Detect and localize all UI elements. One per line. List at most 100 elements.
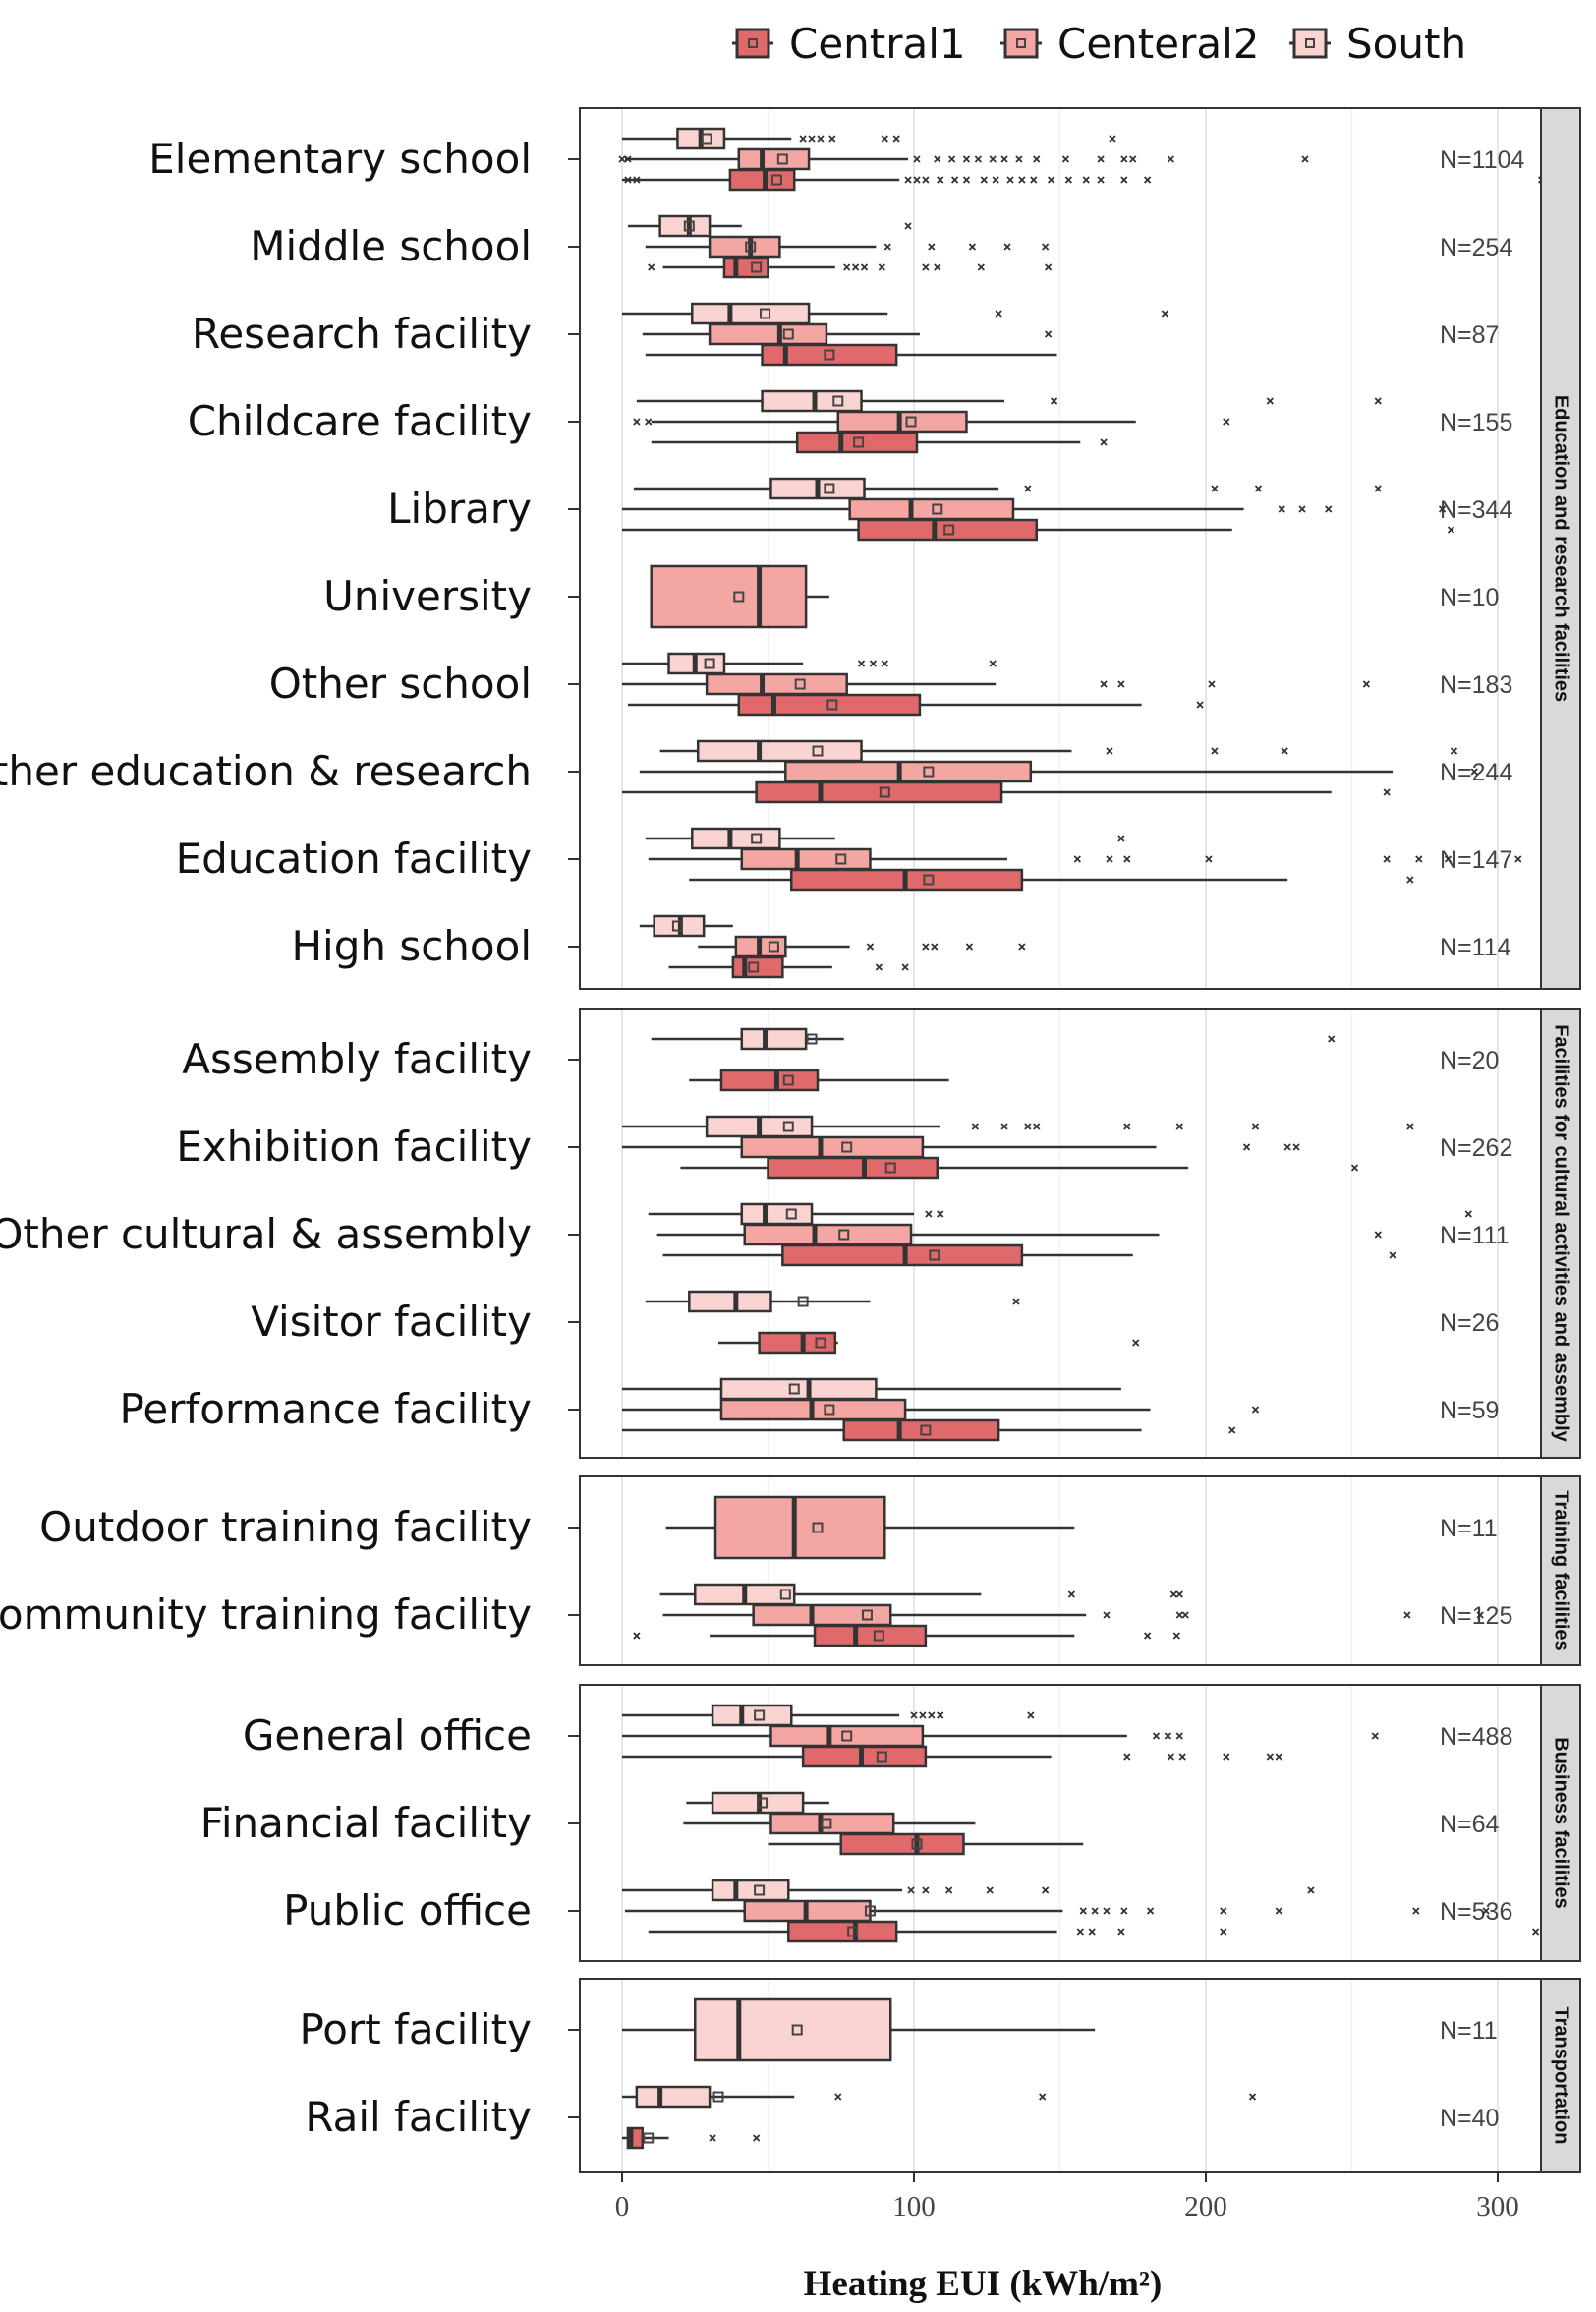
- box-south: [622, 1115, 1414, 1138]
- outlier-point: [1444, 855, 1453, 863]
- box-south: [636, 389, 1382, 413]
- category-label: Public office: [283, 1886, 532, 1935]
- outlier-point: [1024, 1123, 1032, 1130]
- iqr-box: [836, 410, 968, 434]
- x-tick: 200: [1184, 2172, 1227, 2223]
- box-south: [622, 1878, 1315, 1902]
- outlier-point: [1167, 155, 1174, 163]
- n-label: N=40: [1440, 2105, 1499, 2132]
- n-label: N=262: [1440, 1134, 1512, 1162]
- n-label: N=488: [1440, 1723, 1512, 1751]
- category: Education facility N=147: [176, 827, 1522, 892]
- outlier-point: [857, 660, 866, 667]
- box-centeral2: [622, 1398, 1260, 1421]
- mean-marker: [832, 395, 844, 407]
- outlier-point: [618, 155, 626, 163]
- mean-marker: [815, 1337, 826, 1349]
- mean-marker: [853, 436, 865, 448]
- mean-marker: [768, 941, 779, 953]
- outlier-point: [1220, 1928, 1227, 1936]
- iqr-box: [740, 1135, 925, 1159]
- outlier-point: [968, 243, 977, 251]
- outlier-point: [869, 660, 878, 667]
- iqr-box: [770, 1724, 925, 1748]
- outlier-point: [1042, 1886, 1050, 1894]
- panel-strip: [1540, 1475, 1581, 1666]
- category-label: Rail facility: [305, 2093, 532, 2141]
- outlier-point: [1412, 1907, 1420, 1915]
- outlier-point: [1143, 176, 1152, 184]
- box-south: [622, 302, 1169, 325]
- box-centeral2: [622, 497, 1447, 521]
- box-centeral2: [650, 564, 829, 629]
- outlier-point: [1172, 1632, 1180, 1640]
- iqr-box: [787, 1920, 898, 1943]
- box-centeral2: [698, 935, 1026, 958]
- outlier-point: [1167, 1753, 1174, 1761]
- iqr-box: [708, 235, 781, 259]
- category: Assembly facility N=20: [182, 1027, 1499, 1092]
- outlier-point: [947, 155, 956, 163]
- outlier-point: [1103, 1907, 1111, 1915]
- iqr-box: [813, 1624, 928, 1647]
- legend-key: [1003, 28, 1039, 59]
- outlier-point: [1374, 485, 1382, 492]
- box-south: [627, 214, 912, 238]
- legend: Central1 Centeral2 South: [732, 20, 1466, 68]
- outlier-point: [962, 155, 971, 163]
- mean-marker: [760, 308, 771, 319]
- outlier-point: [907, 1886, 915, 1894]
- outlier-point: [709, 2134, 716, 2142]
- outlier-point: [1027, 1711, 1035, 1719]
- iqr-box: [713, 1495, 886, 1560]
- category-label: Assembly facility: [182, 1035, 532, 1083]
- mean-marker: [835, 853, 847, 865]
- iqr-box: [711, 1704, 793, 1727]
- legend-key: [735, 28, 770, 59]
- category-label: Research facility: [192, 310, 532, 358]
- category-label: Library: [387, 485, 532, 533]
- category: Other school N=183: [269, 652, 1512, 717]
- category: Performance facility N=59: [120, 1377, 1499, 1442]
- category: Visitor facility N=26: [251, 1290, 1499, 1355]
- n-label: N=1104: [1440, 146, 1525, 174]
- mean-marker: [782, 1074, 794, 1086]
- outlier-point: [1211, 485, 1219, 492]
- mean-marker: [776, 153, 788, 165]
- panel-strip-label: Transportation: [1551, 2006, 1572, 2144]
- iqr-box: [740, 847, 872, 871]
- category-label: High school: [291, 922, 532, 970]
- outlier-point: [1275, 1907, 1282, 1915]
- mean-marker: [791, 2024, 803, 2036]
- outlier-point: [1438, 505, 1447, 513]
- category-label: General office: [243, 1711, 532, 1760]
- iqr-box: [755, 780, 1003, 804]
- iqr-box: [688, 1290, 772, 1313]
- mean-marker: [884, 1162, 896, 1174]
- category: Middle school N=254: [250, 214, 1512, 279]
- outlier-point: [1248, 2093, 1257, 2101]
- outlier-point: [1143, 1632, 1152, 1640]
- category-label: Childcare facility: [188, 397, 532, 445]
- iqr-box: [705, 672, 848, 696]
- x-tick-label: 200: [1184, 2191, 1227, 2223]
- outlier-point: [752, 2134, 761, 2142]
- outlier-point: [1374, 397, 1382, 405]
- n-label: N=59: [1440, 1397, 1499, 1424]
- x-axis: 0 100 200 300: [615, 2172, 1519, 2223]
- box-south: [651, 1027, 1336, 1051]
- box-centeral2: [645, 235, 1050, 259]
- category-label: Performance facility: [120, 1385, 532, 1433]
- outlier-point: [1117, 835, 1125, 842]
- x-tick: 100: [892, 2172, 936, 2223]
- panel-strip-label: Education and research facilities: [1551, 395, 1572, 702]
- n-label: N=10: [1440, 584, 1499, 611]
- mean-marker: [932, 503, 943, 515]
- mean-marker: [920, 1424, 932, 1436]
- mean-marker: [824, 1404, 835, 1416]
- outlier-point: [1169, 1590, 1177, 1598]
- outlier-point: [1175, 1590, 1183, 1598]
- outlier-point: [1275, 1753, 1282, 1761]
- outlier-point: [1000, 1123, 1008, 1130]
